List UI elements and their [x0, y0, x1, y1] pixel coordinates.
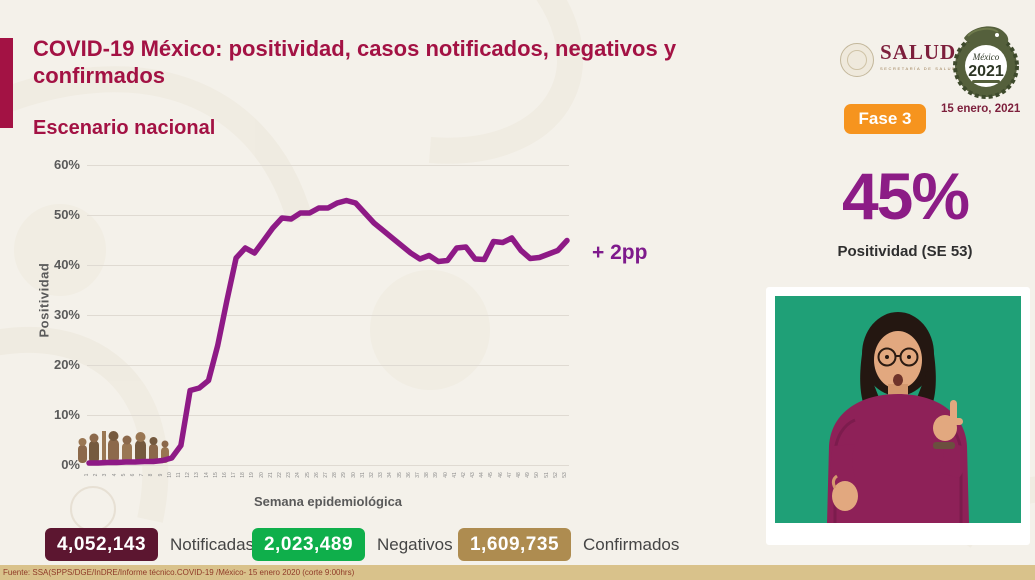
report-date: 15 enero, 2021 [941, 103, 1021, 115]
x-tick-label: 29 [341, 472, 348, 478]
positivity-series-line [86, 197, 570, 466]
seal-watermark [70, 486, 116, 532]
x-axis-title: Semana epidemiológica [253, 494, 403, 509]
mexico-2021-snake-icon: México 2021 [953, 26, 1019, 99]
interpreter-video-card [766, 287, 1030, 545]
x-tick-label: 24 [295, 472, 302, 478]
x-tick-label: 53 [562, 472, 568, 478]
slide-title: COVID-19 México: positividad, casos noti… [33, 36, 677, 88]
interpreter-figure [827, 312, 969, 523]
negativos-label: Negativos [377, 535, 453, 554]
source-text: Fuente: SSA(SPPS/DGE/InDRE/Informe técni… [3, 568, 355, 577]
x-tick-label: 34 [387, 472, 394, 478]
x-tick-label: 3 [102, 473, 109, 477]
title-accent-bar [0, 38, 13, 128]
y-tick-label: 10% [53, 406, 80, 422]
sign-language-interpreter-video [775, 296, 1021, 523]
slide-subtitle: Escenario nacional [33, 117, 216, 139]
y-tick-label: 50% [53, 206, 80, 222]
x-tick-label: 40 [442, 472, 449, 478]
confirmados-label: Confirmados [583, 535, 680, 554]
notificadas-badge: 4,052,143 [45, 528, 158, 561]
salud-logo: SALUD SECRETARÍA DE SALUD [840, 40, 957, 77]
x-tick-label: 8 [148, 473, 155, 477]
chart-annotation: + 2pp [592, 241, 648, 264]
logo-2021-year: 2021 [968, 63, 1004, 80]
y-tick-label: 30% [53, 306, 80, 322]
negativos-badge: 2,023,489 [252, 528, 365, 561]
x-tick-label: 14 [203, 472, 210, 478]
positivity-kpi-label: Positividad (SE 53) [837, 243, 973, 260]
x-tick-label: 19 [249, 472, 256, 478]
y-tick-label: 20% [53, 356, 80, 372]
y-tick-label: 40% [53, 256, 80, 272]
logo-2021-script: México [972, 52, 1000, 62]
x-tick-label: 45 [488, 472, 495, 478]
salud-logo-text: SALUD [880, 40, 957, 64]
confirmados-badge: 1,609,735 [458, 528, 571, 561]
positivity-line-chart [86, 165, 570, 466]
y-tick-label: 0% [61, 456, 80, 472]
x-tick-label: 39 [433, 472, 440, 478]
fase-3-badge: Fase 3 [844, 104, 926, 134]
notificadas-label: Notificadas [170, 535, 255, 554]
positivity-kpi-value: 45% [841, 159, 970, 233]
y-axis-tick-labels: 0% 10% 20% 30% 40% 50% 60% [28, 157, 80, 472]
x-tick-label: 13 [194, 472, 201, 478]
x-axis-tick-labels: 1 2 3 4 5 6 7 8 9 10 11 12 13 14 15 16 17 18 19 20 21 22 23 24 2… [84, 468, 571, 484]
salud-logo-subtext: SECRETARÍA DE SALUD [880, 66, 957, 71]
footer-bar: Fuente: SSA(SPPS/DGE/InDRE/Informe técni… [0, 565, 1035, 580]
y-tick-label: 60% [53, 156, 80, 172]
x-tick-label: 50 [534, 472, 541, 478]
salud-seal-icon [840, 43, 874, 77]
